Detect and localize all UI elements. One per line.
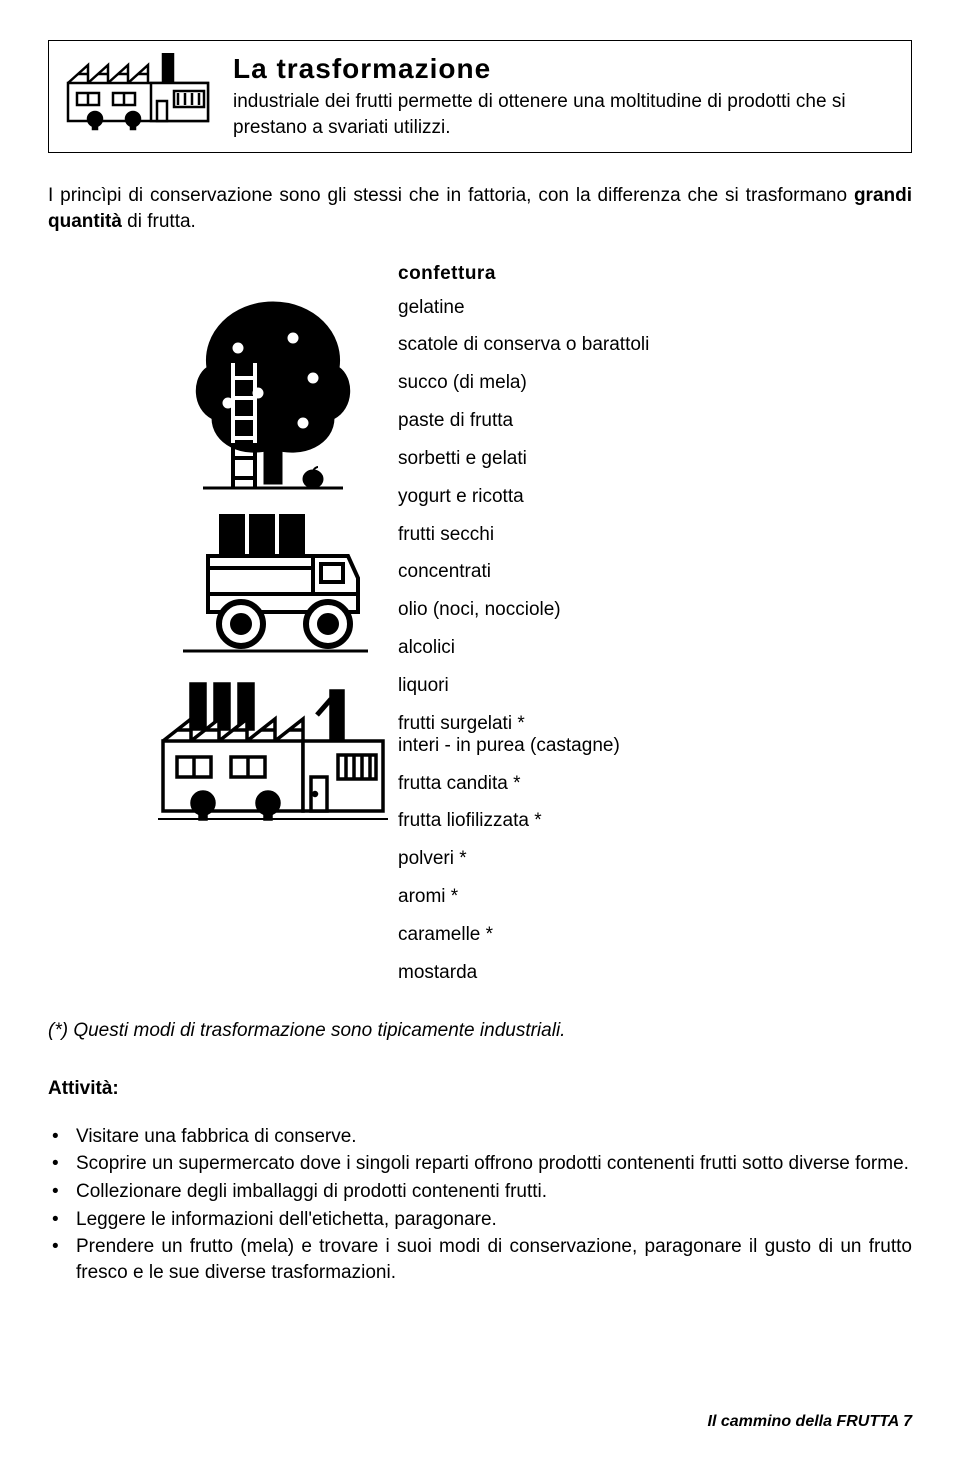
header-box: La trasformazione industriale dei frutti… xyxy=(48,40,912,153)
product-item: paste di frutta xyxy=(398,410,912,432)
product-item: frutti surgelati * xyxy=(398,713,912,735)
activities-heading: Attività: xyxy=(48,1078,912,1100)
product-item: olio (noci, nocciole) xyxy=(398,599,912,621)
product-item: frutta candita * xyxy=(398,773,912,795)
page-footer: Il cammino della FRUTTA 7 xyxy=(708,1413,912,1431)
product-item: yogurt e ricotta xyxy=(398,486,912,508)
activity-item: Prendere un frutto (mela) e trovare i su… xyxy=(48,1234,912,1285)
product-item: polveri * xyxy=(398,848,912,870)
product-item: gelatine xyxy=(398,297,912,319)
product-item: aromi * xyxy=(398,886,912,908)
activity-item: Collezionare degli imballaggi di prodott… xyxy=(48,1179,912,1205)
product-list: gelatine scatole di conserva o barattoli s… xyxy=(398,297,912,984)
intro-post: di frutta. xyxy=(122,211,196,232)
illustration-column xyxy=(48,263,358,1000)
product-item: mostarda xyxy=(398,962,912,984)
truck-icon xyxy=(173,506,373,671)
products-column: confettura gelatine scatole di conserva o… xyxy=(398,263,912,1000)
products-heading: confettura xyxy=(398,263,912,285)
tree-icon xyxy=(183,293,363,498)
product-item: caramelle * xyxy=(398,924,912,946)
activities-list: Visitare una fabbrica di conserve.Scopri… xyxy=(48,1124,912,1286)
product-item: alcolici xyxy=(398,637,912,659)
activity-item: Leggere le informazioni dell'etichetta, … xyxy=(48,1207,912,1233)
header-title: La trasformazione xyxy=(233,53,897,85)
product-item: concentrati xyxy=(398,561,912,583)
factory-large-icon xyxy=(153,679,393,839)
product-item: succo (di mela) xyxy=(398,372,912,394)
header-subtitle: industriale dei frutti permette di otten… xyxy=(233,89,897,140)
footnote: (*) Questi modi di trasformazione sono t… xyxy=(48,1020,912,1042)
intro-paragraph: I princìpi di conservazione sono gli ste… xyxy=(48,183,912,234)
product-item: frutti secchi xyxy=(398,524,912,546)
product-item: interi - in purea (castagne) xyxy=(398,735,912,757)
middle-section: confettura gelatine scatole di conserva o… xyxy=(48,263,912,1000)
intro-pre: I princìpi di conservazione sono gli ste… xyxy=(48,185,854,206)
product-item: frutta liofilizzata * xyxy=(398,810,912,832)
product-item: sorbetti e gelati xyxy=(398,448,912,470)
activity-item: Visitare una fabbrica di conserve. xyxy=(48,1124,912,1150)
header-text: La trasformazione industriale dei frutti… xyxy=(233,53,897,140)
product-item: scatole di conserva o barattoli xyxy=(398,334,912,356)
product-item: liquori xyxy=(398,675,912,697)
factory-icon xyxy=(63,53,213,136)
activity-item: Scoprire un supermercato dove i singoli … xyxy=(48,1151,912,1177)
